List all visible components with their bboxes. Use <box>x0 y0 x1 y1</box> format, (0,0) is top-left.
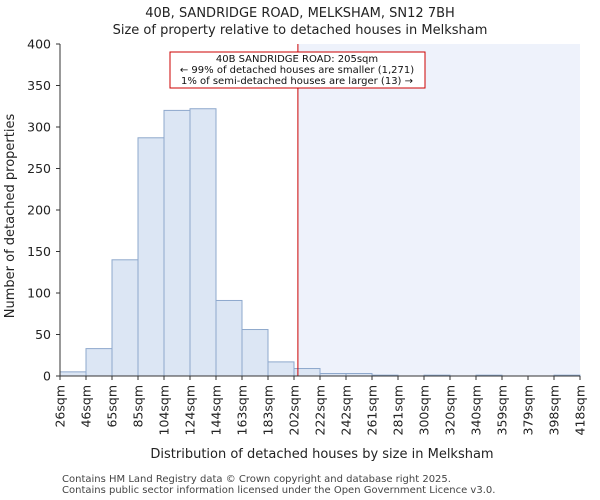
x-tick-label: 359sqm <box>495 385 510 435</box>
y-tick-label: 350 <box>27 78 51 93</box>
x-tick-label: 46sqm <box>79 385 94 428</box>
bar-144sqm <box>215 299 243 377</box>
x-tick-label: 320sqm <box>443 385 458 435</box>
annotation-line-3: 1% of semi-detached houses are larger (1… <box>181 76 413 87</box>
bar-46sqm <box>85 348 113 377</box>
x-tick-label: 104sqm <box>157 385 172 435</box>
x-tick-label: 85sqm <box>131 385 146 428</box>
bar-183sqm <box>267 361 295 377</box>
x-tick-label: 144sqm <box>209 385 224 435</box>
x-tick-label: 379sqm <box>521 385 536 435</box>
x-tick-label: 65sqm <box>105 385 120 428</box>
y-tick-label: 400 <box>27 37 51 52</box>
x-axis-label: Distribution of detached houses by size … <box>150 447 493 462</box>
x-tick-label: 183sqm <box>261 385 276 435</box>
y-tick-label: 300 <box>27 120 51 135</box>
y-tick-label: 100 <box>27 286 51 301</box>
chart-subtitle: Size of property relative to detached ho… <box>113 23 488 38</box>
footer-line-2: Contains public sector information licen… <box>62 485 496 496</box>
x-tick-label: 281sqm <box>391 385 406 435</box>
footer-line-1: Contains HM Land Registry data © Crown c… <box>62 474 451 485</box>
annotation-line-1: 40B SANDRIDGE ROAD: 205sqm <box>216 54 378 65</box>
bar-85sqm <box>137 137 165 377</box>
x-tick-label: 398sqm <box>547 385 562 435</box>
y-tick-label: 200 <box>27 203 51 218</box>
x-tick-label: 26sqm <box>53 385 68 428</box>
x-tick-label: 222sqm <box>313 385 328 435</box>
x-tick-label: 300sqm <box>417 385 432 435</box>
y-tick-label: 0 <box>43 369 51 384</box>
bar-163sqm <box>241 329 269 377</box>
bar-104sqm <box>163 109 191 377</box>
bar-124sqm <box>189 108 217 377</box>
annotation-box: 40B SANDRIDGE ROAD: 205sqm ← 99% of deta… <box>169 51 426 89</box>
y-tick-label: 50 <box>35 327 51 342</box>
chart-title: 40B, SANDRIDGE ROAD, MELKSHAM, SN12 7BH <box>145 6 455 21</box>
x-tick-label: 242sqm <box>339 385 354 435</box>
right-shade <box>297 44 580 376</box>
bar-26sqm <box>59 371 87 377</box>
x-tick-label: 124sqm <box>183 385 198 435</box>
annotation-line-2: ← 99% of detached houses are smaller (1,… <box>180 65 414 76</box>
bar-65sqm <box>111 259 139 377</box>
y-tick-label: 250 <box>27 161 51 176</box>
x-tick-label: 163sqm <box>235 385 250 435</box>
x-tick-label: 340sqm <box>469 385 484 435</box>
x-tick-label: 418sqm <box>573 385 588 435</box>
x-tick-label: 202sqm <box>287 385 302 435</box>
x-tick-label: 261sqm <box>365 385 380 435</box>
y-axis-label: Number of detached properties <box>3 114 18 319</box>
y-tick-label: 150 <box>27 244 51 259</box>
